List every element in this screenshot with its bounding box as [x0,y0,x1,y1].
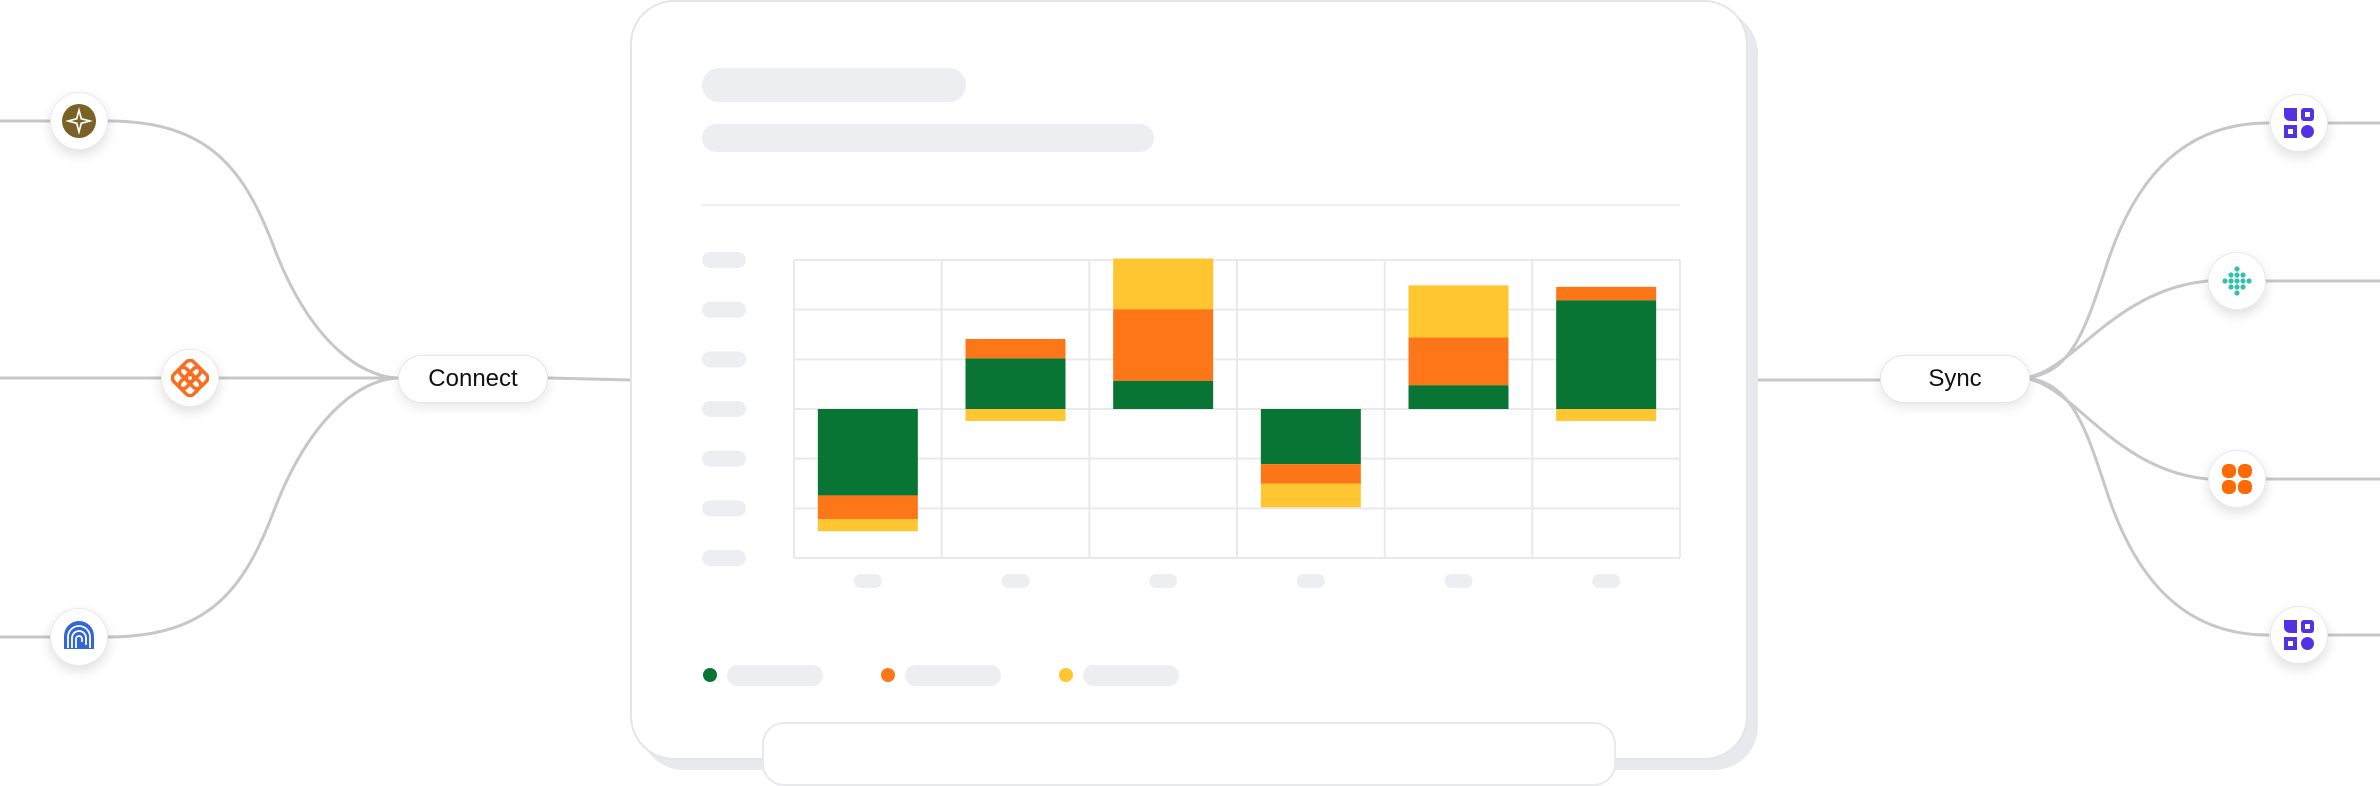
subtitle-placeholder [702,124,1154,152]
legend-label-placeholder [727,665,823,686]
x-tick-label-placeholder [1296,574,1325,588]
orange-knot-icon [171,359,209,397]
bar-segment [965,338,1066,359]
bar-segment [1113,309,1214,381]
y-tick-label-placeholder [702,351,746,368]
y-tick-label-placeholder [702,550,746,566]
compass-star-icon [62,104,96,138]
teal-dots-icon [2222,266,2252,296]
legend-label-placeholder [905,665,1001,686]
bar-segment [1556,409,1657,421]
legend-dot-yellow [1059,668,1073,682]
orange-clover-icon [2222,464,2252,494]
sync-label: Sync [1928,365,1982,392]
destination-node-1[interactable] [2270,94,2328,152]
y-tick-label-placeholder [702,252,746,268]
title-placeholder [702,68,966,102]
bar-segment [817,519,918,532]
blue-spiral-icon [64,621,94,649]
divider [702,204,1680,206]
connect-button[interactable]: Connect [398,355,548,403]
bar-segment [1260,409,1361,465]
purple-blocks-icon [2284,620,2314,650]
bar-segment [1260,464,1361,484]
bar-segment [1408,337,1509,386]
y-tick-label-placeholder [702,450,746,467]
y-tick-label-placeholder [702,500,746,517]
source-node-3[interactable] [50,608,108,666]
bar-segment [1556,286,1657,301]
destination-node-2[interactable] [2208,252,2266,310]
bar-segment [965,409,1066,421]
sync-button[interactable]: Sync [1880,355,2030,403]
stacked-bar-chart [702,252,1681,588]
source-node-1[interactable] [50,92,108,150]
x-tick-label-placeholder [853,574,882,588]
x-tick-label-placeholder [1444,574,1473,588]
legend-label-placeholder [1083,665,1179,686]
bar-segment [1556,300,1657,409]
bar-segment [1408,385,1509,409]
connect-label: Connect [428,365,518,392]
chart-card [630,0,1748,786]
bar-segment [1113,380,1214,409]
destination-node-4[interactable] [2270,606,2328,664]
bar-segment [817,409,918,496]
x-tick-label-placeholder [1001,574,1030,588]
source-node-2[interactable] [161,349,219,407]
bottom-panel-edge [762,722,1616,786]
legend-dot-orange [881,668,895,682]
legend-dot-green [703,668,717,682]
y-tick-label-placeholder [702,401,746,417]
x-tick-label-placeholder [1592,574,1621,588]
bar-segment [965,358,1066,409]
connection-lines [0,119,2380,639]
x-tick-label-placeholder [1149,574,1178,588]
bar-segment [817,495,918,520]
bar-segment [1113,258,1214,310]
bar-segment [1408,285,1509,338]
bar-segment [1260,483,1361,508]
y-tick-label-placeholder [702,301,746,318]
purple-blocks-icon [2284,108,2314,138]
destination-node-3[interactable] [2208,450,2266,508]
